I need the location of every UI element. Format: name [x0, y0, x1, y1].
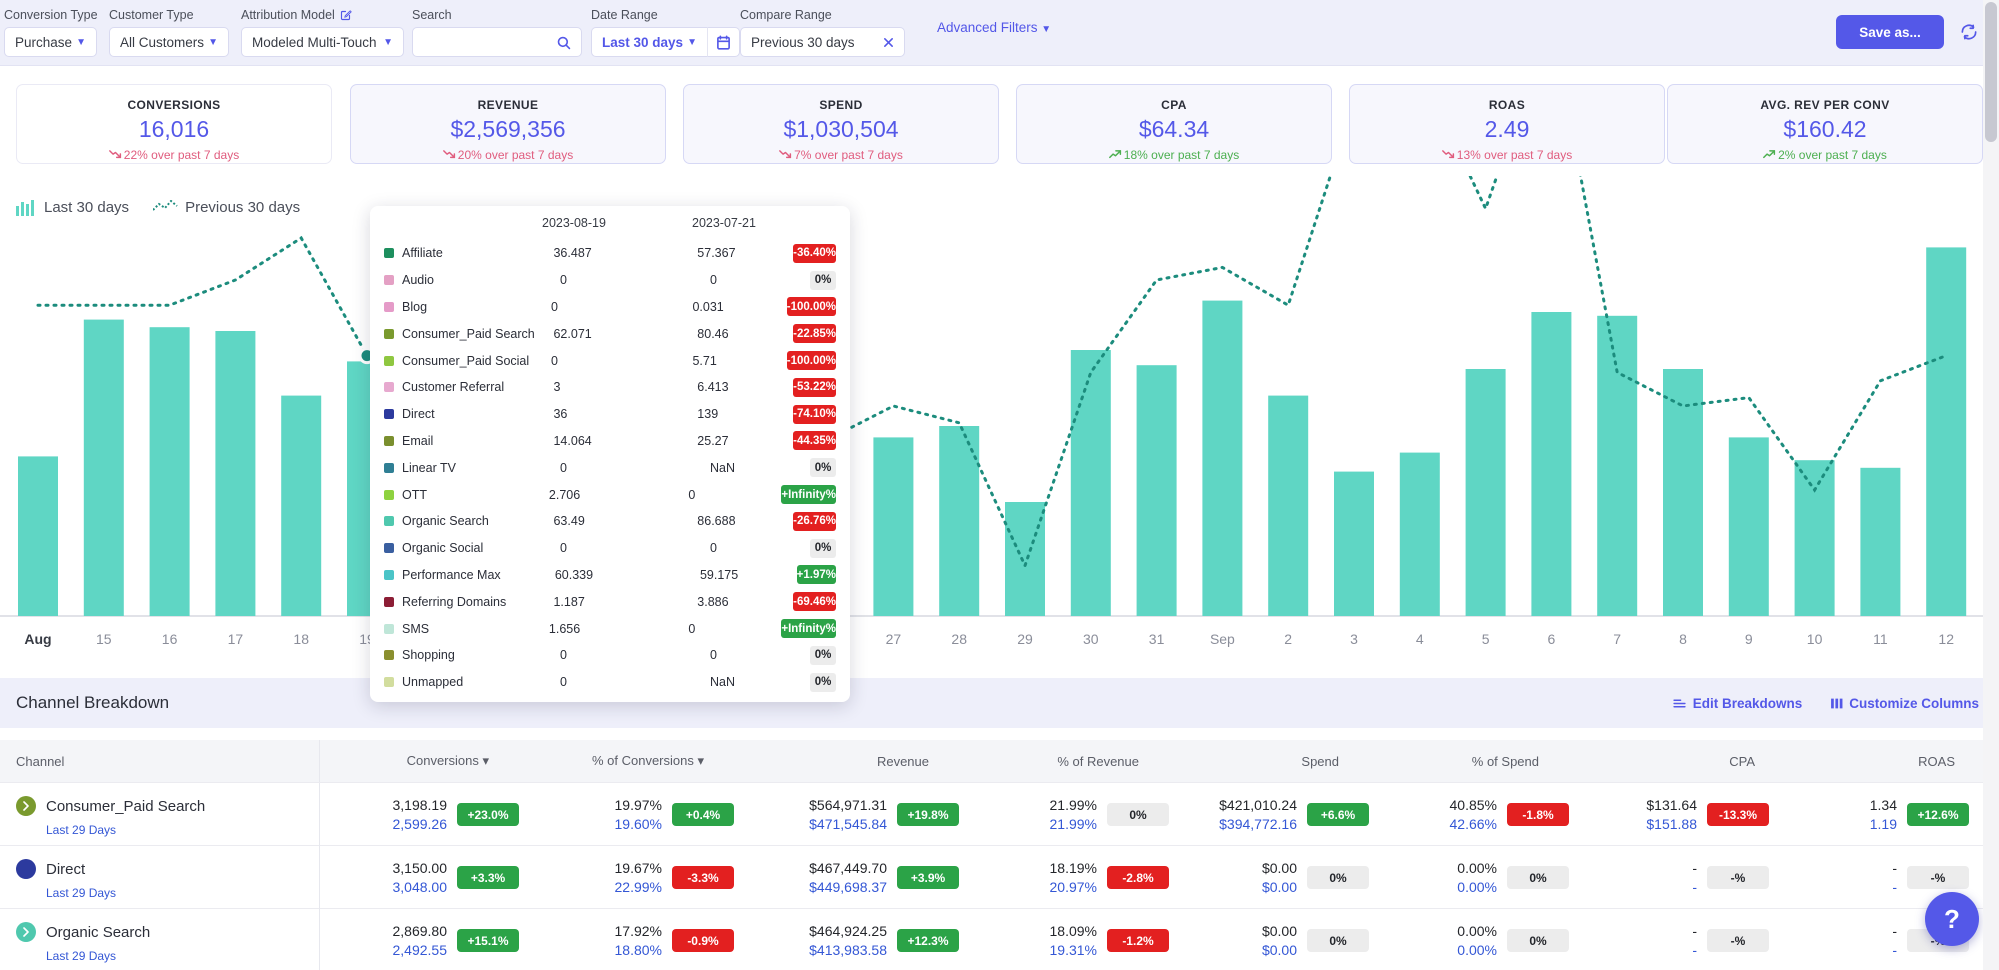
- svg-text:9: 9: [1745, 631, 1753, 647]
- svg-text:28: 28: [951, 631, 967, 647]
- svg-text:8: 8: [1679, 631, 1687, 647]
- svg-text:2: 2: [1284, 631, 1292, 647]
- svg-text:4: 4: [1416, 631, 1424, 647]
- svg-text:18: 18: [293, 631, 309, 647]
- svg-text:11: 11: [1873, 631, 1888, 647]
- svg-text:6: 6: [1548, 631, 1556, 647]
- svg-text:27: 27: [886, 631, 902, 647]
- svg-text:3: 3: [1350, 631, 1358, 647]
- svg-text:17: 17: [228, 631, 244, 647]
- svg-text:15: 15: [96, 631, 112, 647]
- svg-text:31: 31: [1149, 631, 1165, 647]
- svg-text:5: 5: [1482, 631, 1490, 647]
- svg-text:16: 16: [162, 631, 178, 647]
- svg-text:10: 10: [1807, 631, 1823, 647]
- svg-text:12: 12: [1938, 631, 1954, 647]
- svg-text:Sep: Sep: [1210, 631, 1235, 647]
- svg-text:29: 29: [1017, 631, 1033, 647]
- svg-text:Aug: Aug: [24, 631, 51, 647]
- svg-text:30: 30: [1083, 631, 1099, 647]
- svg-text:7: 7: [1613, 631, 1621, 647]
